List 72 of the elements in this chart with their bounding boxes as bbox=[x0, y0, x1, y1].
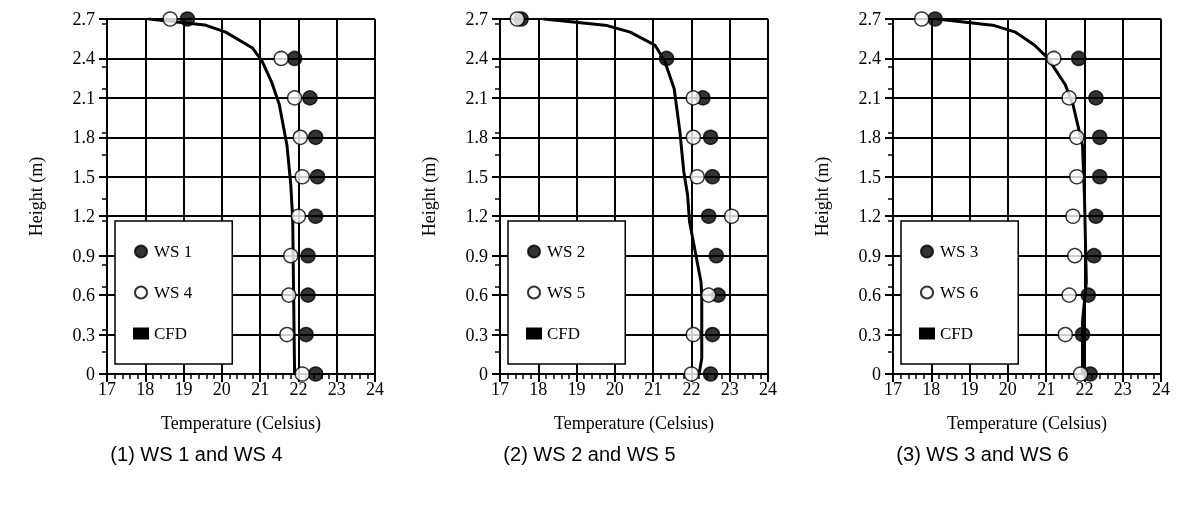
y-tick-label: 1.5 bbox=[72, 166, 95, 187]
x-tick-label: 22 bbox=[682, 379, 701, 399]
y-tick-label: 1.2 bbox=[72, 206, 95, 227]
x-tick-label: 20 bbox=[998, 379, 1017, 399]
y-tick-label: 0 bbox=[479, 364, 488, 384]
x-tick-label: 23 bbox=[720, 379, 739, 399]
legend-label: WS 2 bbox=[547, 242, 586, 261]
y-tick-label: 1.2 bbox=[858, 206, 881, 227]
y-tick-label: 0.3 bbox=[465, 324, 488, 345]
x-tick-label: 24 bbox=[759, 379, 777, 399]
y-tick-label: 1.2 bbox=[465, 206, 488, 227]
text: (3) WS 3 and WS 6 bbox=[896, 443, 1069, 465]
y-tick-label: 0 bbox=[86, 364, 95, 384]
y-tick-label: 0.6 bbox=[72, 285, 95, 306]
x-tick-label: 19 bbox=[567, 379, 586, 399]
y-tick-label: 2.4 bbox=[858, 48, 881, 69]
x-tick-label: 22 bbox=[1075, 379, 1094, 399]
y-tick-label: 0.3 bbox=[72, 324, 95, 345]
x-tick-label: 21 bbox=[251, 379, 270, 399]
y-tick-label: 0.6 bbox=[858, 285, 881, 306]
x-tick-label: 23 bbox=[1113, 379, 1132, 399]
x-tick-label: 19 bbox=[174, 379, 193, 399]
x-tick-label: 20 bbox=[605, 379, 624, 399]
x-tick-label: 17 bbox=[884, 379, 902, 399]
y-tick-label: 0.9 bbox=[72, 245, 95, 266]
y-tick-label: 0.3 bbox=[858, 324, 881, 345]
x-axis-title: Temperature (Celsius) bbox=[946, 413, 1108, 434]
x-tick-label: 24 bbox=[366, 379, 384, 399]
x-tick-label: 20 bbox=[212, 379, 231, 399]
y-tick-label: 0 bbox=[872, 364, 881, 384]
x-axis-title: Temperature (Celsius) bbox=[160, 413, 322, 434]
x-tick-label: 18 bbox=[922, 379, 941, 399]
x-tick-label: 18 bbox=[136, 379, 155, 399]
x-tick-label: 24 bbox=[1152, 379, 1170, 399]
y-tick-label: 2.4 bbox=[72, 48, 95, 69]
legend-label: CFD bbox=[547, 324, 581, 343]
y-tick-label: 0.9 bbox=[465, 245, 488, 266]
y-tick-label: 2.1 bbox=[465, 87, 488, 108]
y-tick-label: 0.6 bbox=[465, 285, 488, 306]
y-tick-label: 2.1 bbox=[72, 87, 95, 108]
x-tick-label: 22 bbox=[289, 379, 308, 399]
y-tick-label: 1.8 bbox=[465, 127, 488, 148]
y-tick-label: 2.4 bbox=[465, 48, 488, 69]
y-tick-label: 2.7 bbox=[72, 9, 95, 29]
x-tick-label: 21 bbox=[1037, 379, 1056, 399]
y-axis-title: Height (m) bbox=[26, 156, 47, 237]
legend-label: WS 3 bbox=[940, 242, 979, 261]
y-tick-label: 0.9 bbox=[858, 245, 881, 266]
y-tick-label: 1.5 bbox=[465, 166, 488, 187]
x-tick-label: 18 bbox=[529, 379, 548, 399]
legend-label: CFD bbox=[154, 324, 188, 343]
x-tick-label: 23 bbox=[327, 379, 346, 399]
legend-label: WS 6 bbox=[940, 283, 979, 302]
x-tick-label: 21 bbox=[644, 379, 663, 399]
y-tick-label: 2.7 bbox=[465, 9, 488, 29]
legend-label: WS 1 bbox=[154, 242, 193, 261]
text: (1) WS 1 and WS 4 bbox=[110, 443, 283, 465]
y-tick-label: 1.8 bbox=[858, 127, 881, 148]
y-tick-label: 1.8 bbox=[72, 127, 95, 148]
x-tick-label: 17 bbox=[491, 379, 509, 399]
y-axis-title: Height (m) bbox=[812, 156, 833, 237]
x-axis-title: Temperature (Celsius) bbox=[553, 413, 715, 434]
y-tick-label: 1.5 bbox=[858, 166, 881, 187]
text: (2) WS 2 and WS 5 bbox=[503, 443, 676, 465]
y-axis-title: Height (m) bbox=[419, 156, 440, 237]
legend-label: WS 5 bbox=[547, 283, 586, 302]
legend-label: WS 4 bbox=[154, 283, 193, 302]
y-tick-label: 2.7 bbox=[858, 9, 881, 29]
legend-label: CFD bbox=[940, 324, 974, 343]
x-tick-label: 19 bbox=[960, 379, 979, 399]
x-tick-label: 17 bbox=[98, 379, 116, 399]
y-tick-label: 2.1 bbox=[858, 87, 881, 108]
